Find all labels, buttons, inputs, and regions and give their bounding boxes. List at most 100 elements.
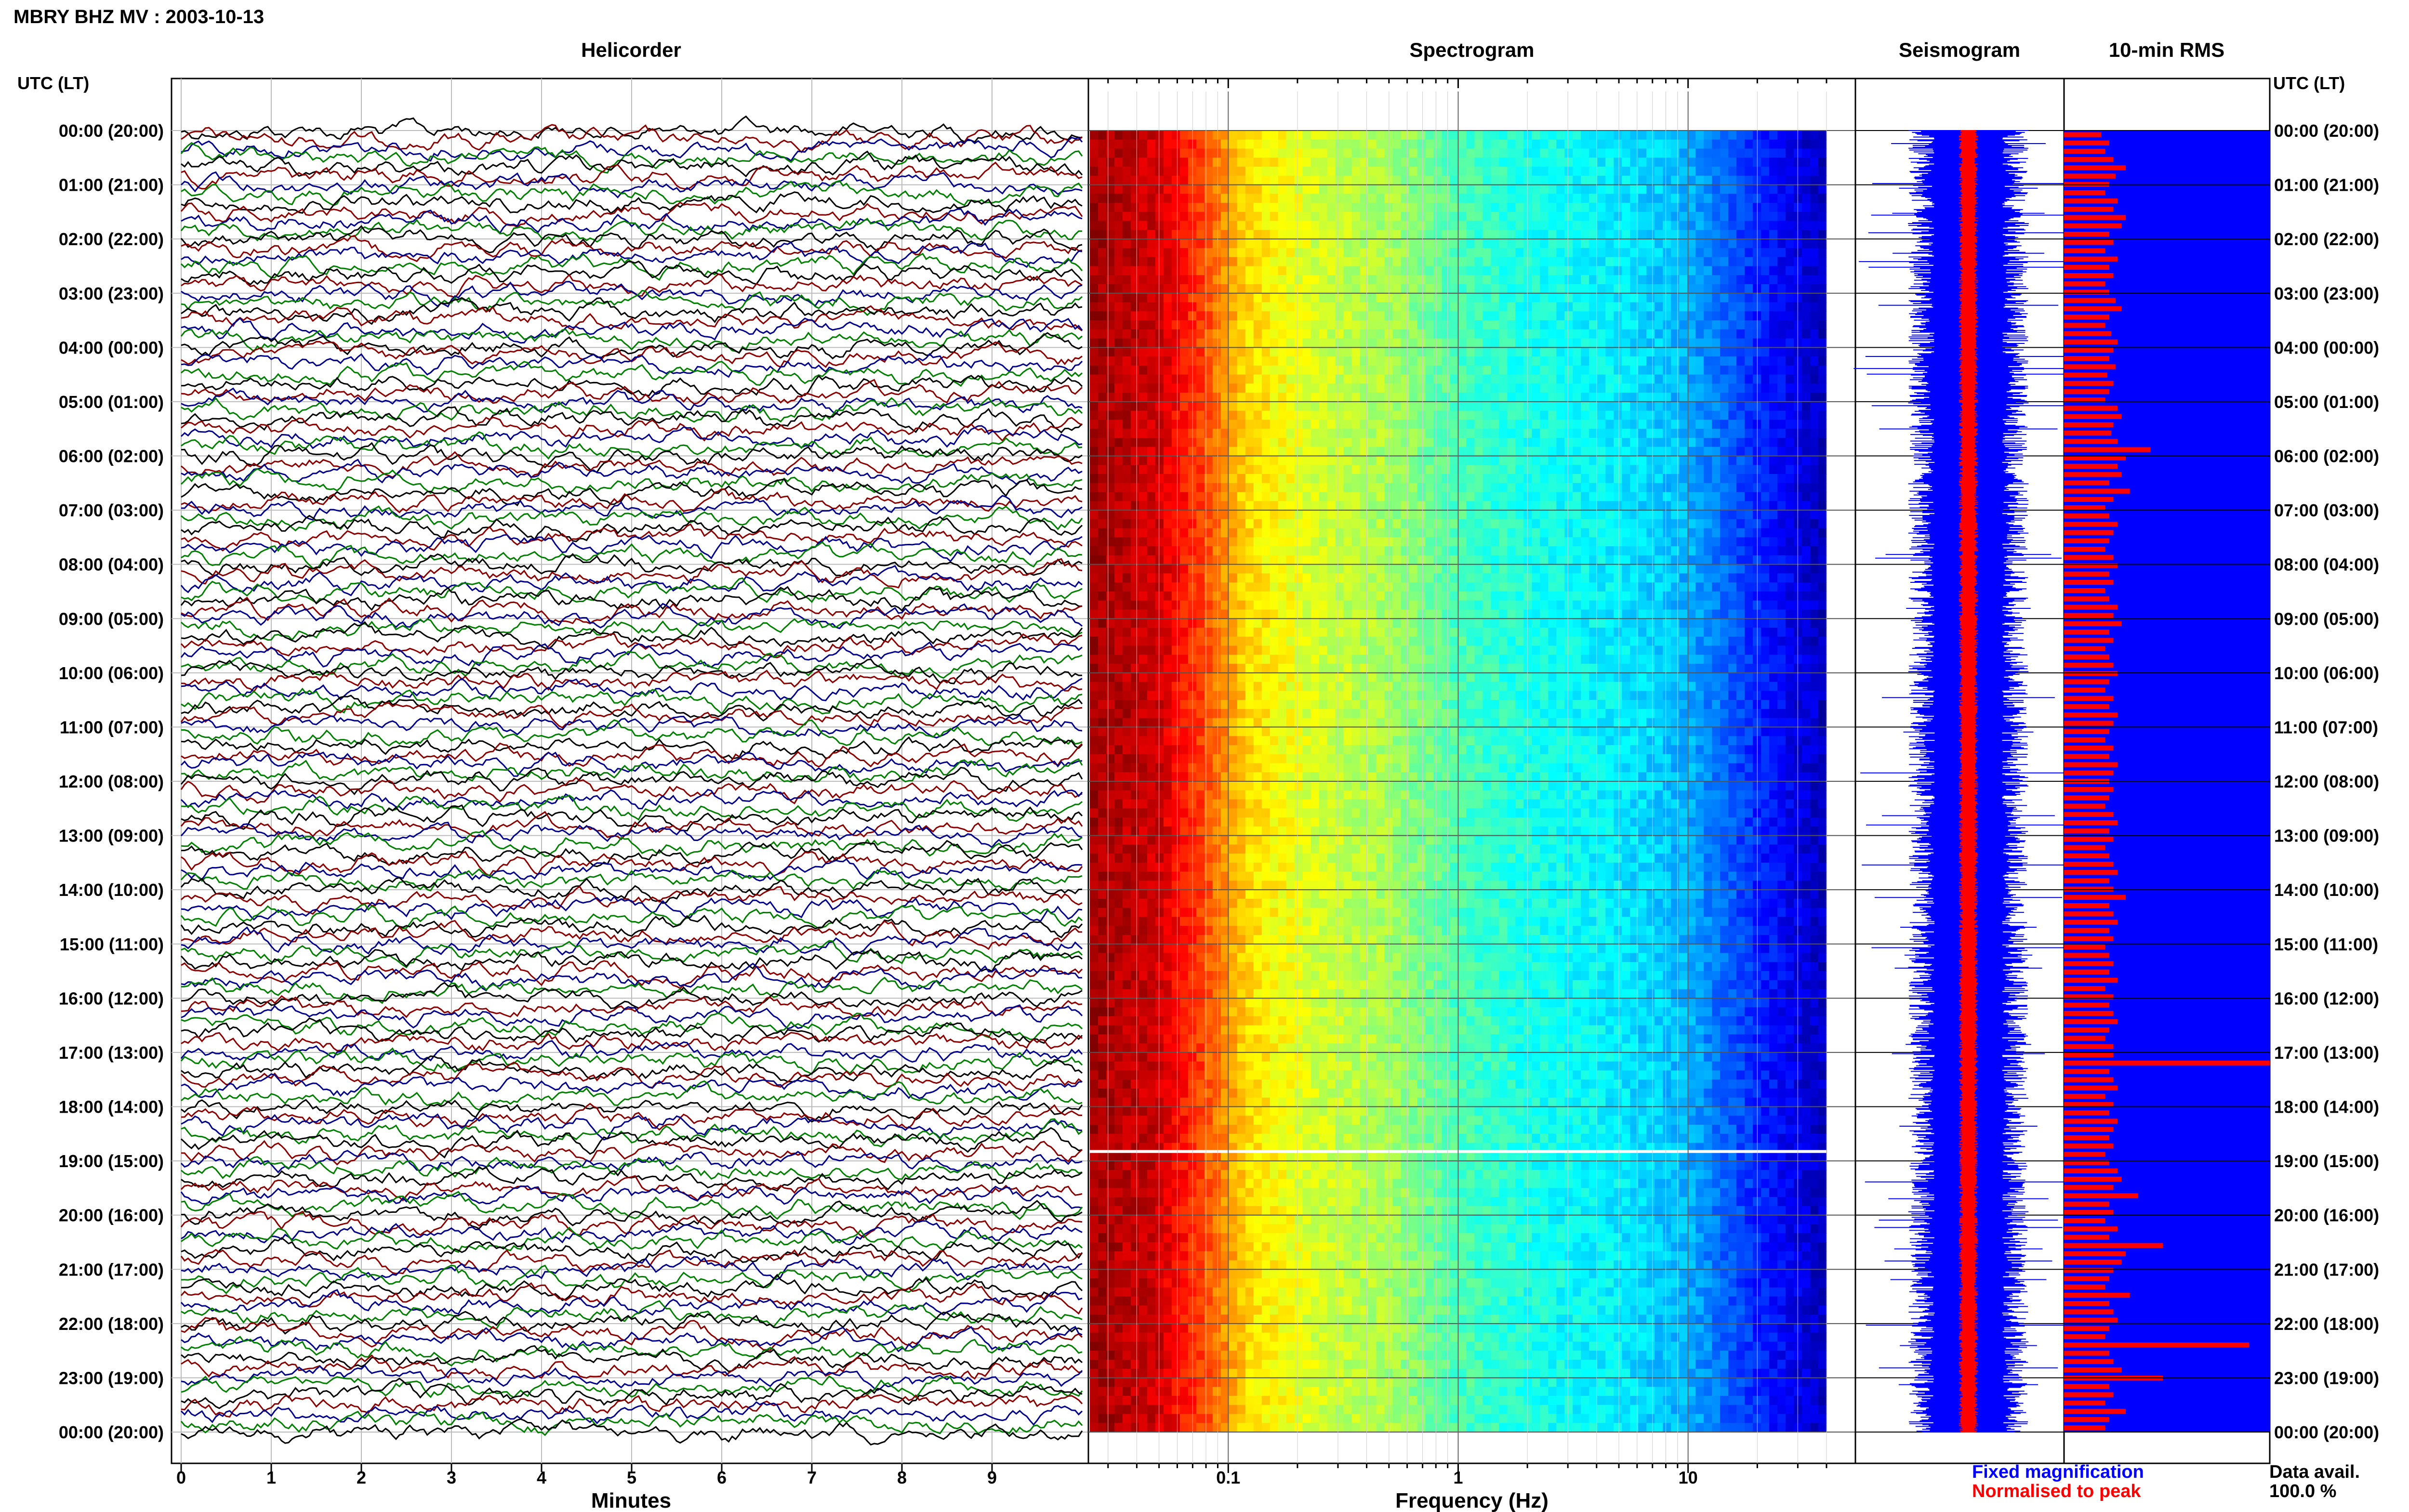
- spectrogram-cell: [1376, 248, 1385, 258]
- spectrogram-cell: [1630, 592, 1639, 601]
- spectrogram-cell: [1540, 221, 1549, 231]
- spectrogram-cell: [1695, 546, 1704, 556]
- spectrogram-cell: [1090, 203, 1099, 212]
- spectrogram-cell: [1548, 239, 1557, 249]
- spectrogram-cell: [1818, 211, 1827, 222]
- spectrogram-cell: [1204, 194, 1213, 203]
- spectrogram-cell: [1573, 356, 1582, 366]
- spectrogram-cell: [1736, 393, 1745, 402]
- spectrogram-cell: [1466, 555, 1475, 565]
- spectrogram-cell: [1392, 320, 1402, 330]
- spectrogram-cell: [1728, 456, 1737, 466]
- spectrogram-cell: [1663, 347, 1671, 357]
- spectrogram-cell: [1335, 510, 1344, 520]
- spectrogram-cell: [1695, 564, 1704, 574]
- spectrogram-cell: [1515, 438, 1524, 447]
- spectrogram-cell: [1163, 519, 1172, 529]
- spectrogram-cell: [1106, 528, 1115, 538]
- spectrogram-cell: [1368, 356, 1377, 366]
- spectrogram-cell: [1794, 248, 1802, 258]
- spectrogram-cell: [1548, 347, 1557, 357]
- spectrogram-cell: [1515, 465, 1524, 474]
- spectrogram-cell: [1802, 393, 1811, 402]
- spectrogram-cell: [1728, 211, 1737, 222]
- spectrogram-cell: [1564, 465, 1574, 474]
- spectrogram-cell: [1777, 311, 1786, 321]
- spectrogram-cell: [1090, 410, 1099, 421]
- spectrogram-cell: [1450, 284, 1459, 294]
- spectrogram-cell: [1147, 465, 1156, 474]
- spectrogram-cell: [1090, 492, 1099, 502]
- helicorder-trace: [181, 1418, 1083, 1446]
- spectrogram-cell: [1646, 248, 1655, 258]
- spectrogram-cell: [1442, 148, 1451, 158]
- spectrogram-cell: [1745, 519, 1753, 529]
- spectrogram-cell: [1482, 184, 1492, 195]
- spectrogram-cell: [1507, 167, 1516, 176]
- spectrogram-cell: [1163, 410, 1172, 421]
- helicorder-trace: [181, 180, 1083, 207]
- spectrogram-cell: [1786, 555, 1794, 565]
- spectrogram-cell: [1450, 230, 1459, 239]
- spectrogram-cell: [1106, 501, 1115, 511]
- spectrogram-cell: [1630, 338, 1639, 348]
- spectrogram-cell: [1655, 374, 1663, 384]
- spectrogram-cell: [1360, 248, 1369, 258]
- spectrogram-cell: [1229, 347, 1238, 357]
- spectrogram-cell: [1409, 320, 1418, 330]
- spectrogram-cell: [1573, 410, 1582, 421]
- spectrogram-cell: [1155, 592, 1164, 601]
- spectrogram-cell: [1196, 438, 1205, 447]
- helicorder-trace: [181, 1264, 1083, 1295]
- spectrogram-cell: [1450, 203, 1459, 212]
- spectrogram-cell: [1392, 401, 1402, 411]
- spectrogram-cell: [1687, 356, 1696, 366]
- spectrogram-cell: [1736, 383, 1745, 393]
- spectrogram-cell: [1679, 266, 1688, 276]
- spectrogram-cell: [1425, 383, 1434, 393]
- spectrogram-cell: [1589, 429, 1598, 438]
- spectrogram-cell: [1638, 592, 1647, 601]
- spectrogram-cell: [1679, 420, 1688, 429]
- spectrogram-cell: [1720, 393, 1729, 402]
- spectrogram-cell: [1515, 221, 1524, 231]
- spectrogram-cell: [1179, 167, 1189, 176]
- spectrogram-cell: [1163, 429, 1172, 438]
- spectrogram-cell: [1482, 519, 1492, 529]
- spectrogram-cell: [1253, 447, 1262, 457]
- spectrogram-cell: [1442, 356, 1451, 366]
- spectrogram-cell: [1638, 483, 1647, 493]
- spectrogram-cell: [1171, 266, 1180, 276]
- helicorder-traces: [180, 115, 1083, 1446]
- spectrogram-cell: [1376, 501, 1385, 511]
- spectrogram-cell: [1261, 474, 1271, 484]
- spectrogram-cell: [1327, 510, 1336, 520]
- spectrogram-cell: [1245, 293, 1254, 303]
- spectrogram-cell: [1745, 275, 1753, 285]
- spectrogram-cell: [1687, 474, 1696, 484]
- spectrogram-cell: [1736, 420, 1745, 429]
- spectrogram-cell: [1278, 438, 1287, 447]
- spectrogram-cell: [1564, 203, 1574, 212]
- spectrogram-cell: [1409, 311, 1418, 321]
- spectrogram-cell: [1589, 465, 1598, 474]
- spectrogram-cell: [1147, 456, 1156, 466]
- spectrogram-cell: [1810, 592, 1819, 601]
- spectrogram-cell: [1196, 447, 1205, 457]
- helicorder-x-tick-label: 9: [987, 1468, 997, 1487]
- spectrogram-cell: [1573, 293, 1582, 303]
- spectrogram-cell: [1130, 257, 1139, 267]
- spectrogram-cell: [1638, 221, 1647, 231]
- spectrogram-cell: [1245, 320, 1254, 330]
- spectrogram-cell: [1474, 184, 1483, 195]
- spectrogram-cell: [1310, 410, 1320, 421]
- spectrogram-cell: [1360, 429, 1369, 438]
- spectrogram-cell: [1179, 383, 1189, 393]
- spectrogram-cell: [1442, 537, 1451, 547]
- spectrogram-cell: [1253, 492, 1262, 502]
- spectrogram-cell: [1786, 257, 1794, 267]
- spectrogram-cell: [1597, 311, 1606, 321]
- spectrogram-cell: [1458, 211, 1467, 222]
- spectrogram-cell: [1482, 302, 1492, 312]
- spectrogram-cell: [1090, 465, 1099, 474]
